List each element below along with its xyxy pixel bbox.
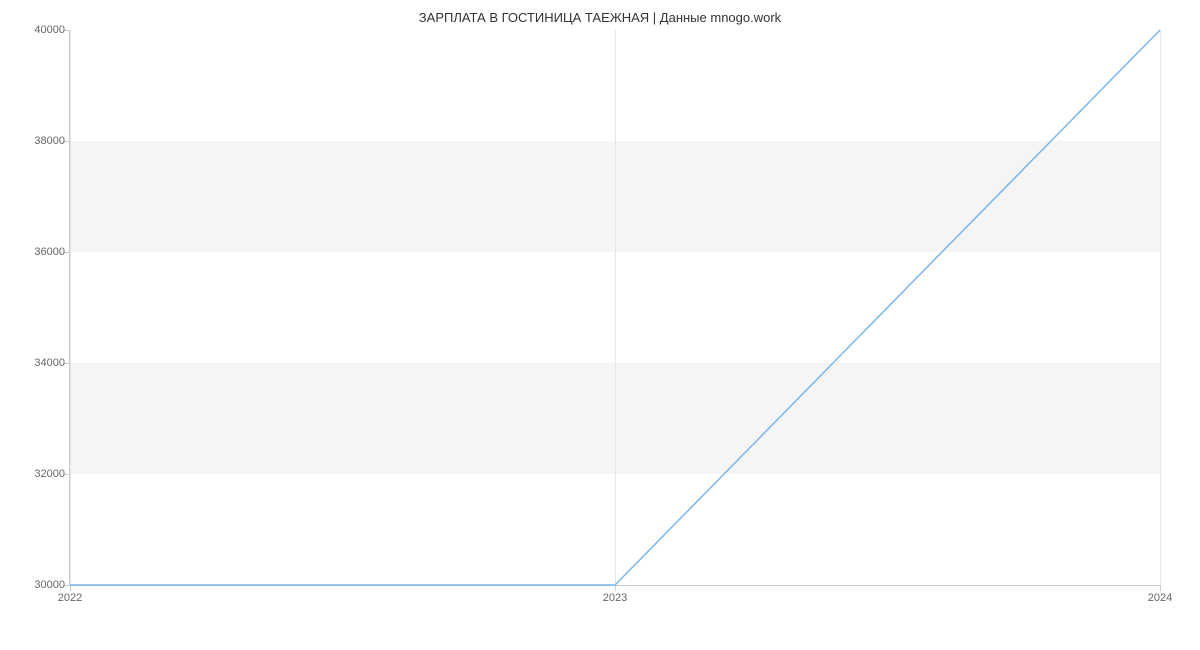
y-label-5: 40000: [5, 24, 65, 36]
chart-container: ЗАРПЛАТА В ГОСТИНИЦА ТАЕЖНАЯ | Данные mn…: [0, 0, 1200, 650]
y-label-1: 32000: [5, 468, 65, 480]
y-label-0: 30000: [5, 579, 65, 591]
series-line: [70, 30, 1160, 585]
x-tick-1: [615, 585, 616, 591]
x-tick-0: [70, 585, 71, 591]
x-label-1: 2023: [603, 592, 627, 604]
x-tick-2: [1160, 585, 1161, 591]
grid-line-x-2: [1160, 30, 1161, 585]
plot-area: [70, 30, 1160, 585]
chart-title: ЗАРПЛАТА В ГОСТИНИЦА ТАЕЖНАЯ | Данные mn…: [0, 10, 1200, 25]
y-label-4: 38000: [5, 135, 65, 147]
series-polyline: [70, 30, 1160, 585]
y-label-2: 34000: [5, 357, 65, 369]
x-label-2: 2024: [1148, 592, 1172, 604]
x-label-0: 2022: [58, 592, 82, 604]
y-label-3: 36000: [5, 246, 65, 258]
